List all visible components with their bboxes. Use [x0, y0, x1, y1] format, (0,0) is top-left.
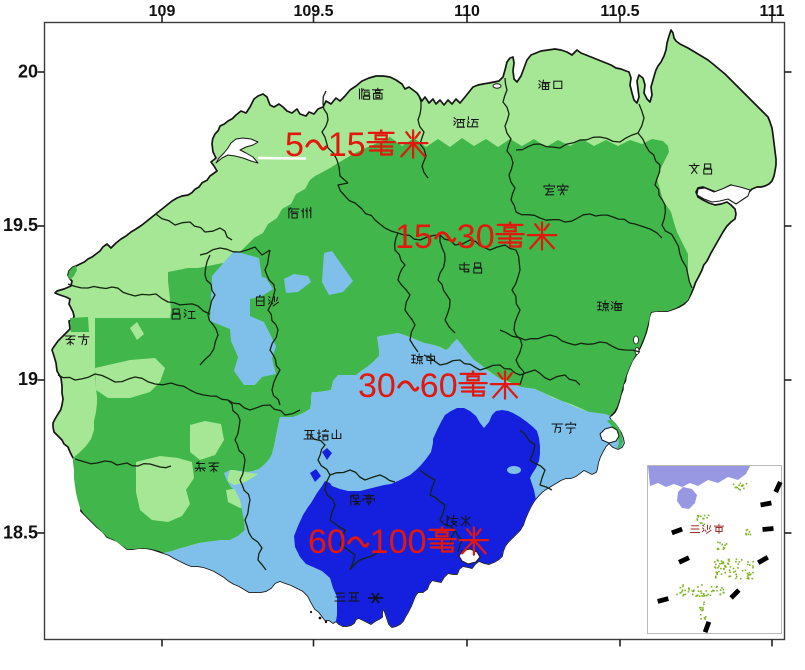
- svg-text:20: 20: [18, 62, 38, 82]
- svg-text:100: 100: [370, 523, 427, 561]
- svg-text:15: 15: [328, 126, 366, 164]
- svg-text:109: 109: [149, 3, 176, 20]
- svg-text:30: 30: [358, 367, 396, 405]
- svg-text:5: 5: [285, 126, 304, 164]
- svg-text:111: 111: [760, 3, 785, 20]
- svg-text:30: 30: [457, 218, 495, 256]
- svg-text:15: 15: [395, 218, 433, 256]
- svg-text:110: 110: [454, 3, 480, 20]
- svg-text:60: 60: [420, 367, 458, 405]
- svg-text:18.5: 18.5: [3, 523, 38, 543]
- svg-text:109.5: 109.5: [293, 3, 333, 20]
- svg-text:110.5: 110.5: [600, 3, 639, 20]
- svg-text:19: 19: [18, 369, 38, 389]
- svg-text:19.5: 19.5: [3, 215, 38, 235]
- svg-text:60: 60: [308, 523, 346, 561]
